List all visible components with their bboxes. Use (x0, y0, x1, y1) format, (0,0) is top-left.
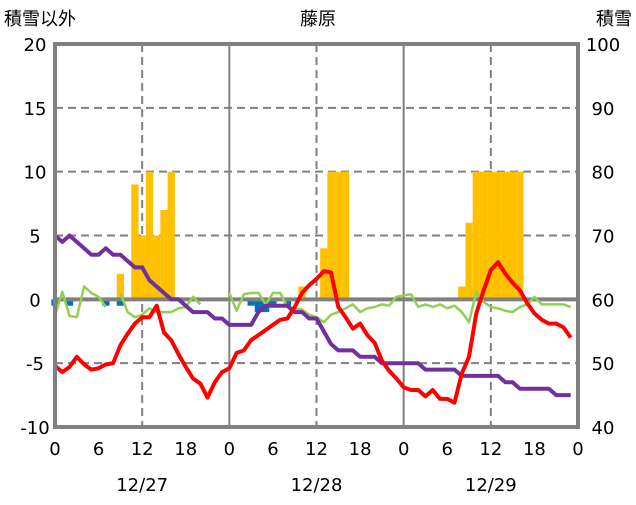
left-tick-label: -10 (20, 418, 49, 439)
x-tick-label: 0 (572, 439, 583, 460)
right-axis-title: 積雪 (596, 9, 632, 30)
orange-bar (501, 171, 509, 300)
orange-bar (160, 209, 168, 300)
x-tick-label: 6 (93, 439, 104, 460)
blue-bar (254, 299, 263, 313)
left-tick-label: 20 (24, 35, 47, 56)
orange-bar (341, 171, 350, 300)
right-tick-label: 60 (592, 290, 615, 311)
orange-bar (465, 222, 473, 300)
x-tick-label: 0 (398, 439, 409, 460)
blue-bar (102, 299, 110, 306)
blue-bar (65, 299, 74, 306)
blue-bar (283, 299, 292, 306)
red-series-line (53, 260, 573, 405)
orange-bar (458, 286, 466, 300)
left-tick-label: 0 (29, 290, 40, 311)
orange-bar (153, 235, 161, 300)
x-tick-label: 0 (224, 439, 235, 460)
blue-bar (247, 299, 255, 306)
x-tick-label: 6 (267, 439, 278, 460)
chart-title: 藤原 (300, 9, 336, 30)
x-tick-label: 0 (49, 439, 60, 460)
date-label: 12/29 (465, 475, 517, 496)
orange-bar (494, 171, 502, 300)
orange-bar (508, 171, 517, 300)
plot-frame (53, 42, 580, 429)
orange-bar (472, 171, 480, 300)
orange-bar (327, 171, 335, 300)
orange-bar (131, 184, 139, 300)
left-tick-label: 10 (24, 163, 47, 184)
right-tick-label: 50 (592, 354, 615, 375)
x-tick-label: 6 (442, 439, 453, 460)
green-series-line (53, 285, 107, 319)
orange-bar (479, 171, 488, 300)
purple-series-line (53, 233, 571, 398)
date-label: 12/27 (116, 475, 168, 496)
right-tick-label: 100 (586, 35, 620, 56)
blue-bar (116, 299, 125, 306)
orange-bar (487, 171, 495, 300)
left-tick-label: -5 (26, 354, 44, 375)
left-axis-title: 積雪以外 (4, 9, 76, 30)
blue-bar (269, 299, 277, 306)
date-label: 12/28 (291, 475, 343, 496)
left-tick-label: 15 (24, 99, 47, 120)
orange-bar (145, 171, 154, 300)
x-tick-label: 18 (349, 439, 372, 460)
x-tick-label: 18 (174, 439, 197, 460)
x-tick-label: 12 (479, 439, 502, 460)
orange-bar (167, 171, 175, 300)
orange-bar (516, 171, 524, 300)
right-tick-label: 80 (592, 163, 615, 184)
right-tick-label: 90 (592, 99, 615, 120)
right-tick-label: 70 (592, 227, 615, 248)
left-tick-label: 5 (29, 227, 40, 248)
orange-bar (116, 273, 125, 300)
right-tick-label: 40 (592, 418, 615, 439)
orange-bar (334, 171, 342, 300)
x-tick-label: 12 (131, 439, 154, 460)
x-tick-label: 18 (523, 439, 546, 460)
x-tick-label: 12 (305, 439, 328, 460)
